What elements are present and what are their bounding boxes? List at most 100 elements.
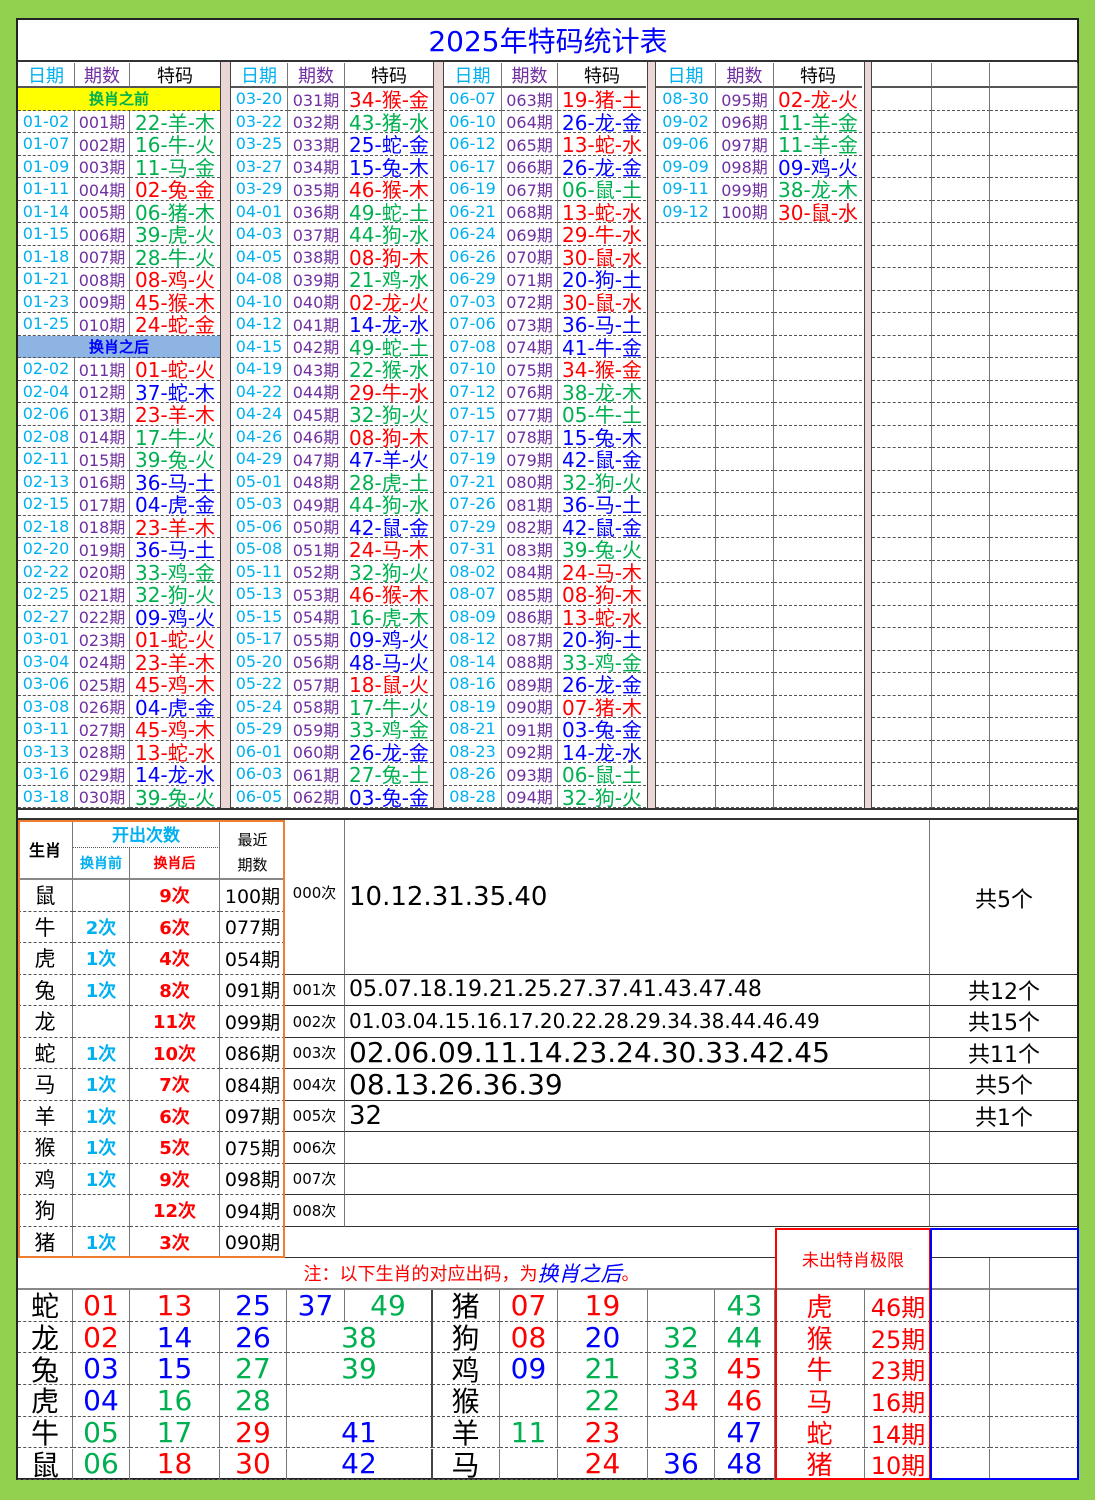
draw-date[interactable]: 03-06 xyxy=(18,673,75,696)
draw-date[interactable]: 08-28 xyxy=(444,785,502,808)
empty-cell[interactable] xyxy=(990,178,1078,201)
draw-date[interactable]: 07-15 xyxy=(444,403,502,426)
stats-count-before[interactable]: 2次 xyxy=(73,911,130,943)
limit-title[interactable]: 未出特肖极限 xyxy=(775,1228,931,1290)
empty-cell[interactable] xyxy=(932,718,990,741)
empty-cell[interactable] xyxy=(716,425,774,448)
draw-issue[interactable]: 023期 xyxy=(75,628,130,651)
empty-cell[interactable] xyxy=(932,268,990,291)
empty-cell[interactable] xyxy=(931,1290,990,1322)
empty-cell[interactable] xyxy=(716,583,774,606)
empty-cell[interactable] xyxy=(656,290,716,313)
draw-special-code[interactable]: 45-猴-木 xyxy=(130,291,220,313)
draw-date[interactable]: 05-01 xyxy=(231,470,288,493)
frequency-numbers[interactable] xyxy=(345,1163,930,1195)
draw-date[interactable]: 01-18 xyxy=(18,245,75,268)
draw-issue[interactable]: 094期 xyxy=(502,785,558,808)
draw-special-code[interactable]: 34-猴-金 xyxy=(345,88,433,111)
grid-zodiac[interactable]: 猴 xyxy=(432,1385,500,1417)
grid-number[interactable]: 20 xyxy=(558,1321,648,1354)
draw-issue[interactable]: 097期 xyxy=(716,133,774,156)
draw-special-code[interactable]: 49-蛇-土 xyxy=(345,336,433,358)
empty-cell[interactable] xyxy=(990,605,1078,628)
empty-cell[interactable] xyxy=(872,425,932,448)
grid-number[interactable]: 08 xyxy=(500,1321,558,1354)
header-zodiac[interactable]: 生肖 xyxy=(18,820,73,880)
draw-date[interactable]: 08-14 xyxy=(444,650,502,673)
draw-issue[interactable]: 004期 xyxy=(75,178,130,201)
draw-issue[interactable]: 096期 xyxy=(716,110,774,133)
empty-cell[interactable] xyxy=(872,358,932,381)
draw-issue[interactable]: 016期 xyxy=(75,470,130,493)
grid-zodiac[interactable]: 鼠 xyxy=(18,1448,73,1481)
draw-issue[interactable]: 061期 xyxy=(288,763,345,786)
empty-cell[interactable] xyxy=(716,515,774,538)
draw-issue[interactable]: 038期 xyxy=(288,245,345,268)
stats-recent-issue[interactable]: 100期 xyxy=(220,880,285,912)
frequency-total[interactable]: 共12个 xyxy=(930,975,1078,1006)
draw-issue[interactable]: 039期 xyxy=(288,268,345,291)
draw-issue[interactable]: 052期 xyxy=(288,560,345,583)
draw-issue[interactable]: 014期 xyxy=(75,425,130,448)
frequency-label[interactable]: 002次 xyxy=(285,1006,345,1038)
draw-issue[interactable]: 066期 xyxy=(502,155,558,178)
stats-zodiac[interactable]: 龙 xyxy=(18,1006,73,1038)
draw-issue[interactable]: 051期 xyxy=(288,538,345,561)
draw-date[interactable]: 07-29 xyxy=(444,515,502,538)
draw-special-code[interactable]: 15-兔-木 xyxy=(345,156,433,178)
draw-special-code[interactable]: 36-马-土 xyxy=(558,493,646,516)
draw-issue[interactable]: 050期 xyxy=(288,515,345,538)
empty-cell[interactable] xyxy=(774,358,862,381)
draw-issue[interactable]: 083期 xyxy=(502,538,558,561)
empty-cell[interactable] xyxy=(716,245,774,268)
empty-cell[interactable] xyxy=(990,290,1078,313)
draw-date[interactable]: 02-27 xyxy=(18,605,75,628)
empty-cell[interactable] xyxy=(716,673,774,696)
draw-special-code[interactable]: 03-兔-金 xyxy=(345,786,433,808)
frequency-numbers[interactable] xyxy=(345,1132,930,1164)
grid-number[interactable]: 44 xyxy=(715,1321,775,1354)
draw-date[interactable]: 05-15 xyxy=(231,605,288,628)
draw-date[interactable]: 06-12 xyxy=(444,133,502,156)
stats-count-before[interactable]: 1次 xyxy=(73,1163,130,1195)
draw-special-code[interactable]: 19-猪-土 xyxy=(558,88,646,111)
empty-cell[interactable] xyxy=(774,673,862,696)
draw-issue[interactable]: 003期 xyxy=(75,155,130,178)
empty-cell[interactable] xyxy=(716,560,774,583)
header-code[interactable]: 特码 xyxy=(774,63,862,88)
stats-count-after[interactable]: 8次 xyxy=(130,974,220,1006)
empty-cell[interactable] xyxy=(990,560,1078,583)
draw-date[interactable]: 09-11 xyxy=(656,178,716,201)
stats-zodiac[interactable]: 猴 xyxy=(18,1132,73,1164)
empty-cell[interactable] xyxy=(872,740,932,763)
stats-count-before[interactable]: 1次 xyxy=(73,943,130,975)
draw-issue[interactable]: 013期 xyxy=(75,403,130,426)
empty-cell[interactable] xyxy=(656,335,716,358)
draw-date[interactable]: 06-01 xyxy=(231,740,288,763)
draw-date[interactable]: 03-27 xyxy=(231,155,288,178)
draw-date[interactable]: 03-20 xyxy=(231,88,288,111)
draw-issue[interactable]: 036期 xyxy=(288,200,345,223)
empty-cell[interactable] xyxy=(990,1258,1079,1290)
empty-cell[interactable] xyxy=(285,1227,775,1258)
draw-date[interactable]: 05-03 xyxy=(231,493,288,516)
draw-special-code[interactable]: 44-狗-水 xyxy=(345,493,433,516)
draw-date[interactable]: 06-07 xyxy=(444,88,502,111)
draw-issue[interactable]: 081期 xyxy=(502,493,558,516)
stats-count-before[interactable]: 1次 xyxy=(73,1037,130,1069)
grid-zodiac[interactable]: 狗 xyxy=(432,1321,500,1354)
empty-cell[interactable] xyxy=(716,358,774,381)
grid-number[interactable]: 22 xyxy=(558,1385,648,1417)
frequency-total[interactable]: 共5个 xyxy=(930,1069,1078,1101)
empty-cell[interactable] xyxy=(872,583,932,606)
draw-special-code[interactable]: 01-蛇-火 xyxy=(130,628,220,651)
stats-count-after[interactable]: 6次 xyxy=(130,1100,220,1132)
draw-issue[interactable]: 021期 xyxy=(75,583,130,606)
draw-issue[interactable]: 029期 xyxy=(75,763,130,786)
stats-zodiac[interactable]: 马 xyxy=(18,1069,73,1101)
draw-issue[interactable]: 025期 xyxy=(75,673,130,696)
grid-number[interactable]: 32 xyxy=(648,1321,715,1354)
draw-date[interactable]: 01-07 xyxy=(18,133,75,156)
empty-cell[interactable] xyxy=(656,650,716,673)
draw-date[interactable]: 04-26 xyxy=(231,425,288,448)
